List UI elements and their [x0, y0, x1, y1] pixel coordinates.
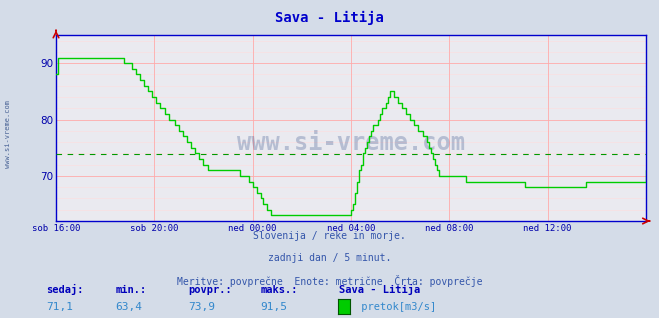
Text: www.si-vreme.com: www.si-vreme.com	[237, 131, 465, 155]
Text: 73,9: 73,9	[188, 302, 215, 312]
Text: zadnji dan / 5 minut.: zadnji dan / 5 minut.	[268, 253, 391, 263]
Text: sedaj:: sedaj:	[46, 284, 84, 295]
Text: pretok[m3/s]: pretok[m3/s]	[355, 302, 436, 312]
Text: www.si-vreme.com: www.si-vreme.com	[5, 100, 11, 168]
Text: 63,4: 63,4	[115, 302, 142, 312]
Text: 91,5: 91,5	[260, 302, 287, 312]
Text: povpr.:: povpr.:	[188, 285, 231, 295]
Text: maks.:: maks.:	[260, 285, 298, 295]
Text: 71,1: 71,1	[46, 302, 73, 312]
Text: Sava - Litija: Sava - Litija	[339, 284, 420, 295]
Text: min.:: min.:	[115, 285, 146, 295]
Text: Meritve: povprečne  Enote: metrične  Črta: povprečje: Meritve: povprečne Enote: metrične Črta:…	[177, 275, 482, 287]
Text: Slovenija / reke in morje.: Slovenija / reke in morje.	[253, 231, 406, 240]
Text: Sava - Litija: Sava - Litija	[275, 11, 384, 25]
